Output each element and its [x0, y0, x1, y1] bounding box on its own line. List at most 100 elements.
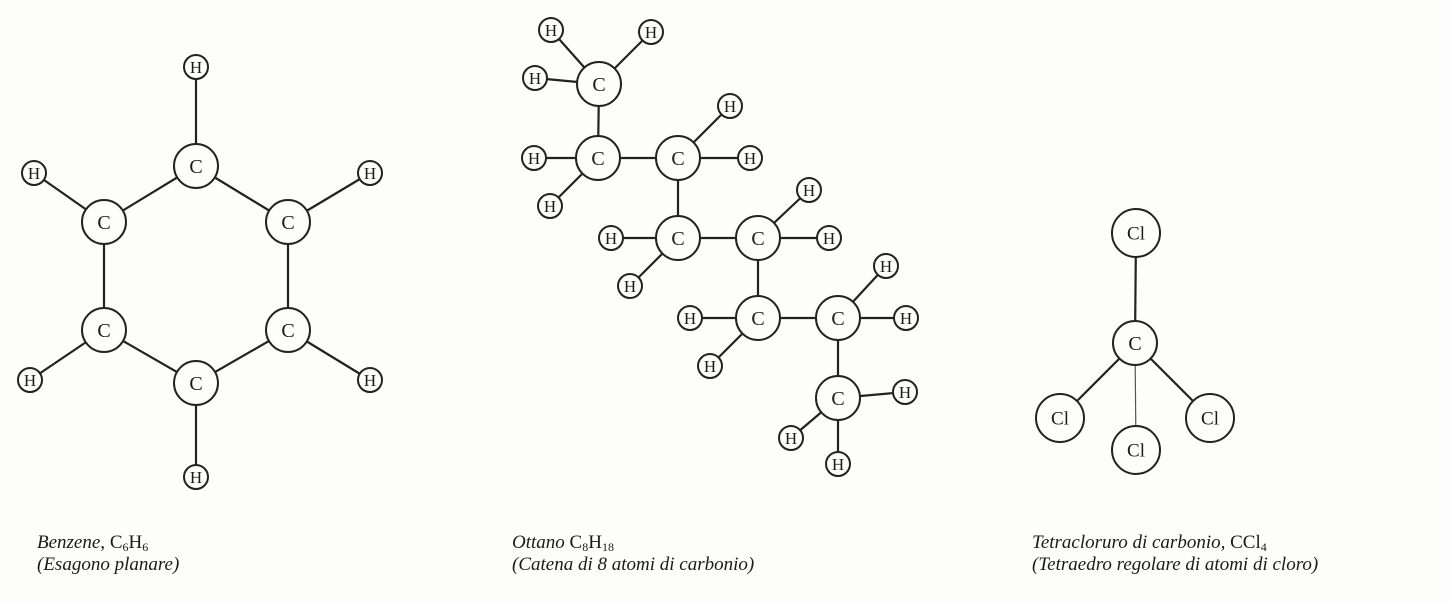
- atom-carbon: C: [173, 360, 219, 406]
- atom-label: H: [785, 429, 797, 448]
- atom-carbon: C: [575, 135, 621, 181]
- atom-carbon: C: [815, 295, 861, 341]
- atom-hydrogen: H: [17, 367, 43, 393]
- atom-chlorine: Cl: [1111, 208, 1161, 258]
- atom-hydrogen: H: [183, 54, 209, 80]
- atom-hydrogen: H: [521, 145, 547, 171]
- atom-hydrogen: H: [873, 253, 899, 279]
- atom-hydrogen: H: [737, 145, 763, 171]
- atom-label: C: [751, 228, 764, 250]
- atom-hydrogen: H: [537, 193, 563, 219]
- atom-label: H: [832, 455, 844, 474]
- atom-label: H: [900, 309, 912, 328]
- atom-label: C: [671, 148, 684, 170]
- atom-label: C: [97, 320, 110, 342]
- atom-label: H: [724, 97, 736, 116]
- atom-hydrogen: H: [617, 273, 643, 299]
- atom-carbon: C: [576, 61, 622, 107]
- atom-hydrogen: H: [357, 160, 383, 186]
- atom-label: Cl: [1127, 224, 1145, 245]
- formula-subscript: 18: [601, 540, 614, 554]
- atom-carbon: C: [655, 135, 701, 181]
- atom-label: H: [704, 357, 716, 376]
- atom-label: C: [97, 212, 110, 234]
- formula-subscript: 6: [142, 540, 149, 554]
- atom-label: C: [591, 148, 604, 170]
- atom-carbon: C: [735, 215, 781, 261]
- atom-chlorine: Cl: [1111, 425, 1161, 475]
- atom-label: C: [831, 308, 844, 330]
- atom-carbon: C: [815, 375, 861, 421]
- octane-name: Ottano: [512, 532, 565, 553]
- octane-description: (Catena di 8 atomi di carbonio): [512, 554, 755, 575]
- atom-label: H: [28, 164, 40, 183]
- atom-label: H: [880, 257, 892, 276]
- atom-hydrogen: H: [638, 19, 664, 45]
- atom-label: H: [605, 229, 617, 248]
- atom-label: Cl: [1127, 441, 1145, 462]
- atom-hydrogen: H: [816, 225, 842, 251]
- atom-label: H: [528, 149, 540, 168]
- atom-hydrogen: H: [183, 464, 209, 490]
- atom-label: H: [24, 371, 36, 390]
- atom-hydrogen: H: [717, 93, 743, 119]
- atom-label: C: [592, 74, 605, 96]
- ccl4-description: (Tetraedro regolare di atomi di cloro): [1032, 554, 1319, 575]
- atom-chlorine: Cl: [1035, 393, 1085, 443]
- atom-label: C: [281, 320, 294, 342]
- atom-label: C: [281, 212, 294, 234]
- atom-label: H: [624, 277, 636, 296]
- atom-label: H: [364, 371, 376, 390]
- benzene-formula: C6H6: [110, 532, 148, 553]
- atom-chlorine: Cl: [1185, 393, 1235, 443]
- formula-subscript: 8: [582, 540, 589, 554]
- atom-label: H: [190, 58, 202, 77]
- atom-hydrogen: H: [677, 305, 703, 331]
- atom-hydrogen: H: [892, 379, 918, 405]
- atom-carbon: C: [81, 307, 127, 353]
- carbon-tetrachloride-molecule: C Cl Cl Cl Cl: [1035, 208, 1235, 475]
- atom-label: C: [751, 308, 764, 330]
- atom-label: C: [189, 156, 202, 178]
- atom-carbon: C: [81, 199, 127, 245]
- formula-symbol: C: [109, 532, 123, 553]
- benzene-description: (Esagono planare): [37, 554, 180, 575]
- atom-label: H: [364, 164, 376, 183]
- benzene-molecule: C C C C C C H H H H H H: [17, 54, 383, 490]
- formula-symbol: H: [128, 532, 143, 553]
- benzene-caption: Benzene, C6H6 (Esagono planare): [37, 532, 179, 576]
- atom-label: C: [189, 373, 202, 395]
- atom-hydrogen: H: [538, 17, 564, 43]
- atom-label: H: [899, 383, 911, 402]
- octane-formula: C8H18: [570, 532, 614, 553]
- atom-carbon: C: [1112, 320, 1158, 366]
- atom-carbon: C: [173, 143, 219, 189]
- atom-label: C: [671, 228, 684, 250]
- atom-carbon: C: [735, 295, 781, 341]
- atom-label: H: [190, 468, 202, 487]
- atom-carbon: C: [265, 307, 311, 353]
- ccl4-caption: Tetracloruro di carbonio, CCl4 (Tetraedr…: [1032, 532, 1318, 576]
- atom-label: H: [529, 69, 541, 88]
- atom-carbon: C: [265, 199, 311, 245]
- benzene-name: Benzene,: [37, 532, 106, 553]
- atom-hydrogen: H: [796, 177, 822, 203]
- formula-symbol: CCl: [1230, 532, 1261, 553]
- octane-molecule: C C C C C C C C H H H H H H H H H H H H H H H H H H: [521, 17, 919, 477]
- atom-hydrogen: H: [825, 451, 851, 477]
- atom-label: H: [545, 21, 557, 40]
- atom-label: Cl: [1051, 409, 1069, 430]
- ccl4-name: Tetracloruro di carbonio,: [1032, 532, 1226, 553]
- formula-subscript: 6: [122, 540, 129, 554]
- ccl4-formula: CCl4: [1230, 532, 1267, 553]
- atom-hydrogen: H: [21, 160, 47, 186]
- atom-label: H: [744, 149, 756, 168]
- atom-label: H: [645, 23, 657, 42]
- atom-label: H: [544, 197, 556, 216]
- formula-symbol: H: [588, 532, 602, 553]
- atom-hydrogen: H: [357, 367, 383, 393]
- atom-hydrogen: H: [522, 65, 548, 91]
- octane-caption: Ottano C8H18 (Catena di 8 atomi di carbo…: [512, 532, 754, 576]
